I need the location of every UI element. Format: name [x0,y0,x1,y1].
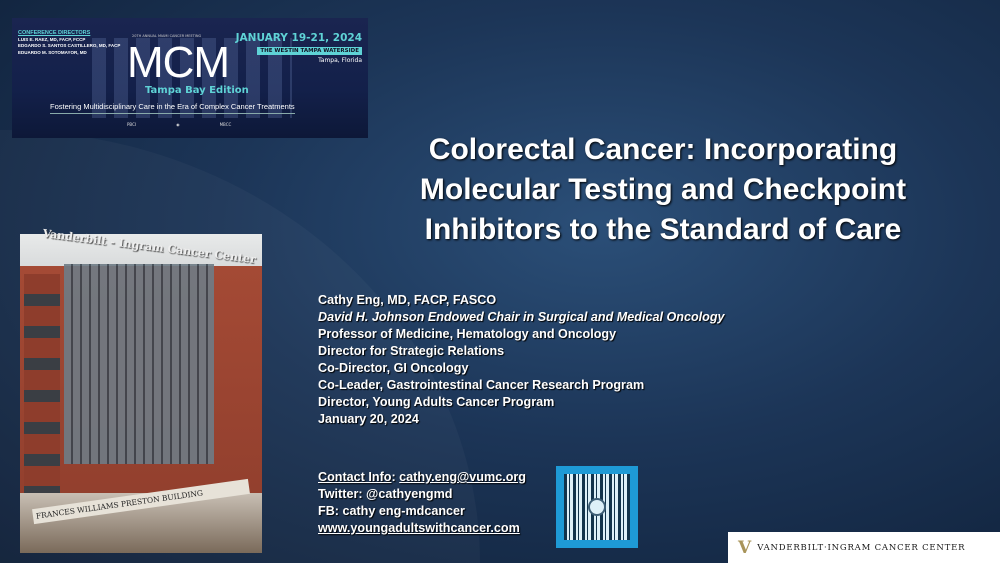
windows [24,274,60,534]
speaker-bio: Cathy Eng, MD, FACP, FASCO David H. John… [318,292,725,428]
director: LUIS E. RAEZ, MD, FACP, FCCP [18,36,86,42]
edition: Tampa Bay Edition [145,85,249,96]
vanderbilt-v-icon: V [738,537,752,558]
website-link[interactable]: www.youngadultswithcancer.com [318,521,520,535]
qr-pattern [564,474,630,540]
speaker-role: Professor of Medicine, Hematology and On… [318,327,617,341]
speaker-chair: David H. Johnson Endowed Chair in Surgic… [318,310,725,324]
contact-label: Contact Info [318,470,392,484]
speaker-role: Co-Leader, Gastrointestinal Cancer Resea… [318,378,645,392]
speaker-name: Cathy Eng, MD, FACP, FASCO [318,293,497,307]
sponsor-logo: ◉ [176,122,180,127]
sponsor-logos: PBCI ◉ MBCC [127,122,231,127]
director: EDUARDO M. SOTOMAYOR, MD [18,49,87,55]
twitter-handle: Twitter: @cathyengmd [318,487,453,501]
vanderbilt-logo: V VANDERBILT·INGRAM CANCER CENTER [728,532,1000,563]
glass-facade [64,264,214,464]
contact-info: Contact Info: cathy.eng@vumc.org Twitter… [318,470,526,535]
meeting-line: 20TH ANNUAL MIAMI CANCER MEETING [132,34,202,38]
speaker-role: Co-Director, GI Oncology [318,361,469,375]
conference-dates: JANUARY 19-21, 2024 [235,32,362,44]
directors-heading: CONFERENCE DIRECTORS [18,30,91,36]
director: EDGARDO S. SANTOS CASTILLERO, MD, FACP [18,43,121,48]
city: Tampa, Florida [318,57,362,64]
qr-avatar [588,498,606,516]
logo-text: VANDERBILT·INGRAM CANCER CENTER [757,542,966,553]
email-link[interactable]: cathy.eng@vumc.org [399,470,526,484]
slide-title: Colorectal Cancer: Incorporating Molecul… [419,133,907,246]
sponsor-logo: MBCC [219,122,232,127]
facebook-handle: FB: cathy eng-mdcancer [318,504,465,518]
qr-code[interactable] [556,466,638,548]
conference-directors: CONFERENCE DIRECTORS LUIS E. RAEZ, MD, F… [18,30,126,56]
presentation-date: January 20, 2024 [318,412,419,426]
speaker-role: Director for Strategic Relations [318,344,505,358]
mcm-logo: MCM [127,38,230,87]
speaker-role: Director, Young Adults Cancer Program [318,395,555,409]
building-photo: Vanderbilt - Ingram Cancer Center FRANCE… [20,227,262,553]
venue: THE WESTIN TAMPA WATERSIDE [257,47,362,55]
sponsor-logo: PBCI [127,122,137,127]
conference-banner: CONFERENCE DIRECTORS LUIS E. RAEZ, MD, F… [12,18,368,138]
tagline: Fostering Multidisciplinary Care in the … [50,102,295,114]
